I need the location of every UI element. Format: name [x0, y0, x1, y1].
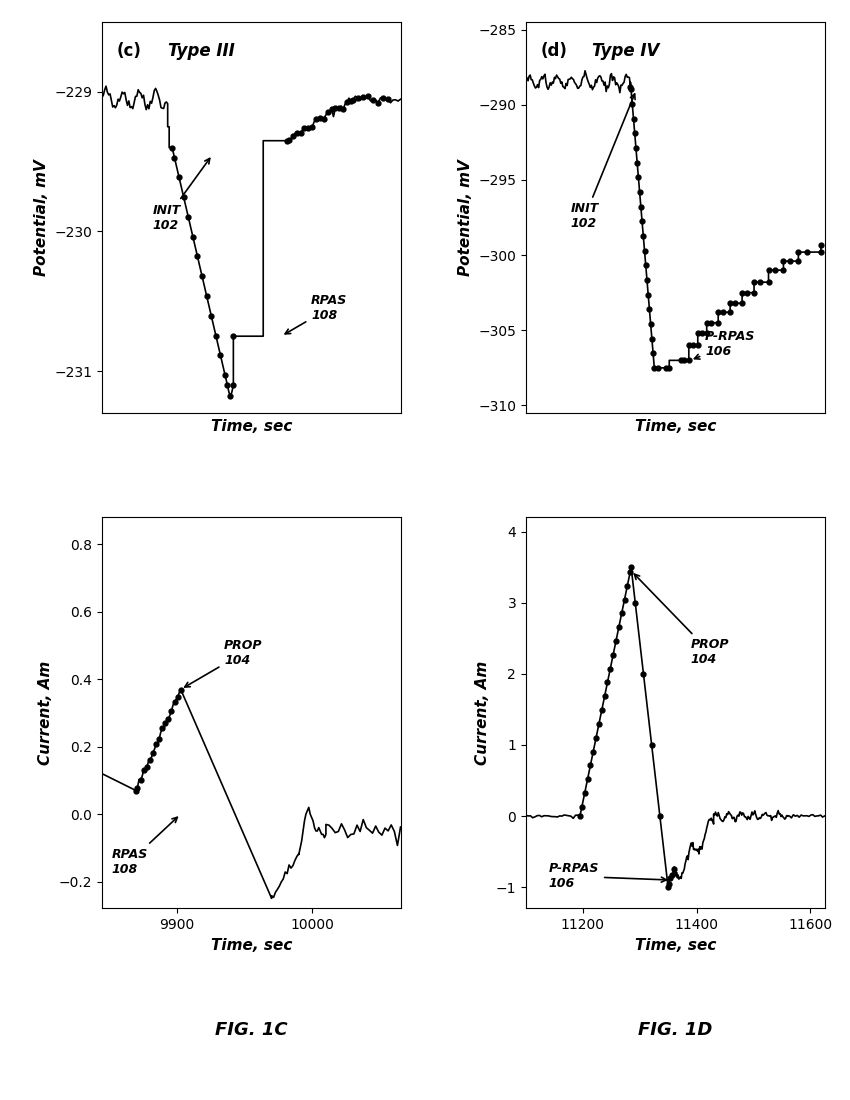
Y-axis label: Potential, mV: Potential, mV [457, 160, 473, 276]
Text: INIT
102: INIT 102 [570, 94, 635, 231]
Text: Type IV: Type IV [592, 42, 659, 59]
X-axis label: Time, sec: Time, sec [635, 419, 716, 433]
Y-axis label: Current, Am: Current, Am [475, 661, 490, 766]
X-axis label: Time, sec: Time, sec [211, 419, 292, 433]
X-axis label: Time, sec: Time, sec [635, 938, 716, 953]
Y-axis label: Current, Am: Current, Am [38, 661, 54, 766]
Text: PROP
104: PROP 104 [184, 639, 263, 688]
Text: Type III: Type III [167, 42, 235, 59]
Text: (d): (d) [541, 42, 568, 59]
Y-axis label: Potential, mV: Potential, mV [34, 160, 48, 276]
Text: PROP
104: PROP 104 [634, 574, 729, 667]
Text: P-RPAS
106: P-RPAS 106 [694, 330, 756, 359]
Text: P-RPAS
106: P-RPAS 106 [549, 862, 666, 890]
X-axis label: Time, sec: Time, sec [211, 938, 292, 953]
Text: RPAS
108: RPAS 108 [111, 817, 178, 876]
Text: FIG. 1D: FIG. 1D [638, 1021, 712, 1040]
Text: INIT
102: INIT 102 [153, 158, 210, 231]
Text: RPAS
108: RPAS 108 [285, 295, 348, 334]
Text: FIG. 1C: FIG. 1C [215, 1021, 287, 1040]
Text: (c): (c) [117, 42, 142, 59]
